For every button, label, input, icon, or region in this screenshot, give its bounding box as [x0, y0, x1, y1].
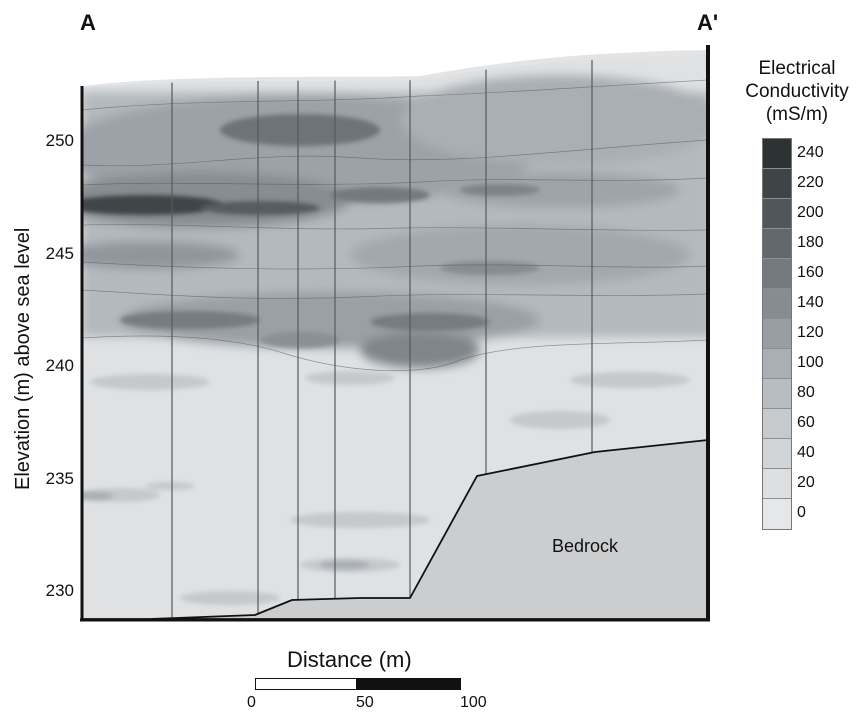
y-tick-230: 230	[45, 581, 74, 600]
scale-bar-black-segment	[356, 679, 460, 689]
legend-swatch	[763, 469, 791, 499]
legend-title-line3: (mS/m)	[765, 104, 829, 125]
legend-swatch	[763, 499, 791, 529]
scale-bar	[255, 678, 461, 690]
legend-tick-120: 120	[797, 324, 824, 341]
legend-swatch	[763, 169, 791, 199]
ground-surface	[82, 50, 708, 90]
legend-tick-140: 140	[797, 294, 824, 311]
section-end-label: A'	[697, 10, 719, 35]
scale-tick-50: 50	[356, 694, 374, 711]
legend-tick-220: 220	[797, 174, 824, 191]
y-tick-240: 240	[45, 356, 74, 375]
bedrock-label: Bedrock	[552, 536, 619, 556]
y-tick-250: 250	[45, 131, 74, 150]
legend-title-line2: Conductivity	[745, 81, 849, 102]
legend-tick-80: 80	[797, 384, 815, 401]
legend-tick-0: 0	[797, 504, 806, 521]
legend-swatch	[763, 229, 791, 259]
y-tick-245: 245	[45, 244, 74, 263]
legend-swatch	[763, 409, 791, 439]
legend-tick-200: 200	[797, 204, 824, 221]
legend-swatch	[763, 289, 791, 319]
legend-title-line1: Electrical	[758, 58, 836, 79]
legend-tick-100: 100	[797, 354, 824, 371]
scale-bar-white-segment	[256, 679, 356, 689]
legend-tick-40: 40	[797, 444, 815, 461]
legend-swatch	[763, 259, 791, 289]
section-start-label: A	[80, 10, 96, 35]
legend-swatch	[763, 379, 791, 409]
y-tick-235: 235	[45, 469, 74, 488]
legend-tick-20: 20	[797, 474, 815, 491]
scale-tick-100: 100	[460, 694, 487, 711]
bedrock-area	[82, 439, 708, 619]
legend-swatch	[763, 349, 791, 379]
legend-swatch	[763, 139, 791, 169]
legend-title: Electrical Conductivity (mS/m)	[732, 57, 856, 126]
legend-tick-160: 160	[797, 264, 824, 281]
legend-tick-240: 240	[797, 144, 824, 161]
x-axis-title: Distance (m)	[287, 647, 412, 672]
scale-tick-0: 0	[247, 694, 256, 711]
legend-tick-60: 60	[797, 414, 815, 431]
legend-swatch	[763, 439, 791, 469]
conductivity-color-scale	[762, 138, 792, 530]
legend-swatch	[763, 319, 791, 349]
legend-swatch	[763, 199, 791, 229]
legend-tick-180: 180	[797, 234, 824, 251]
